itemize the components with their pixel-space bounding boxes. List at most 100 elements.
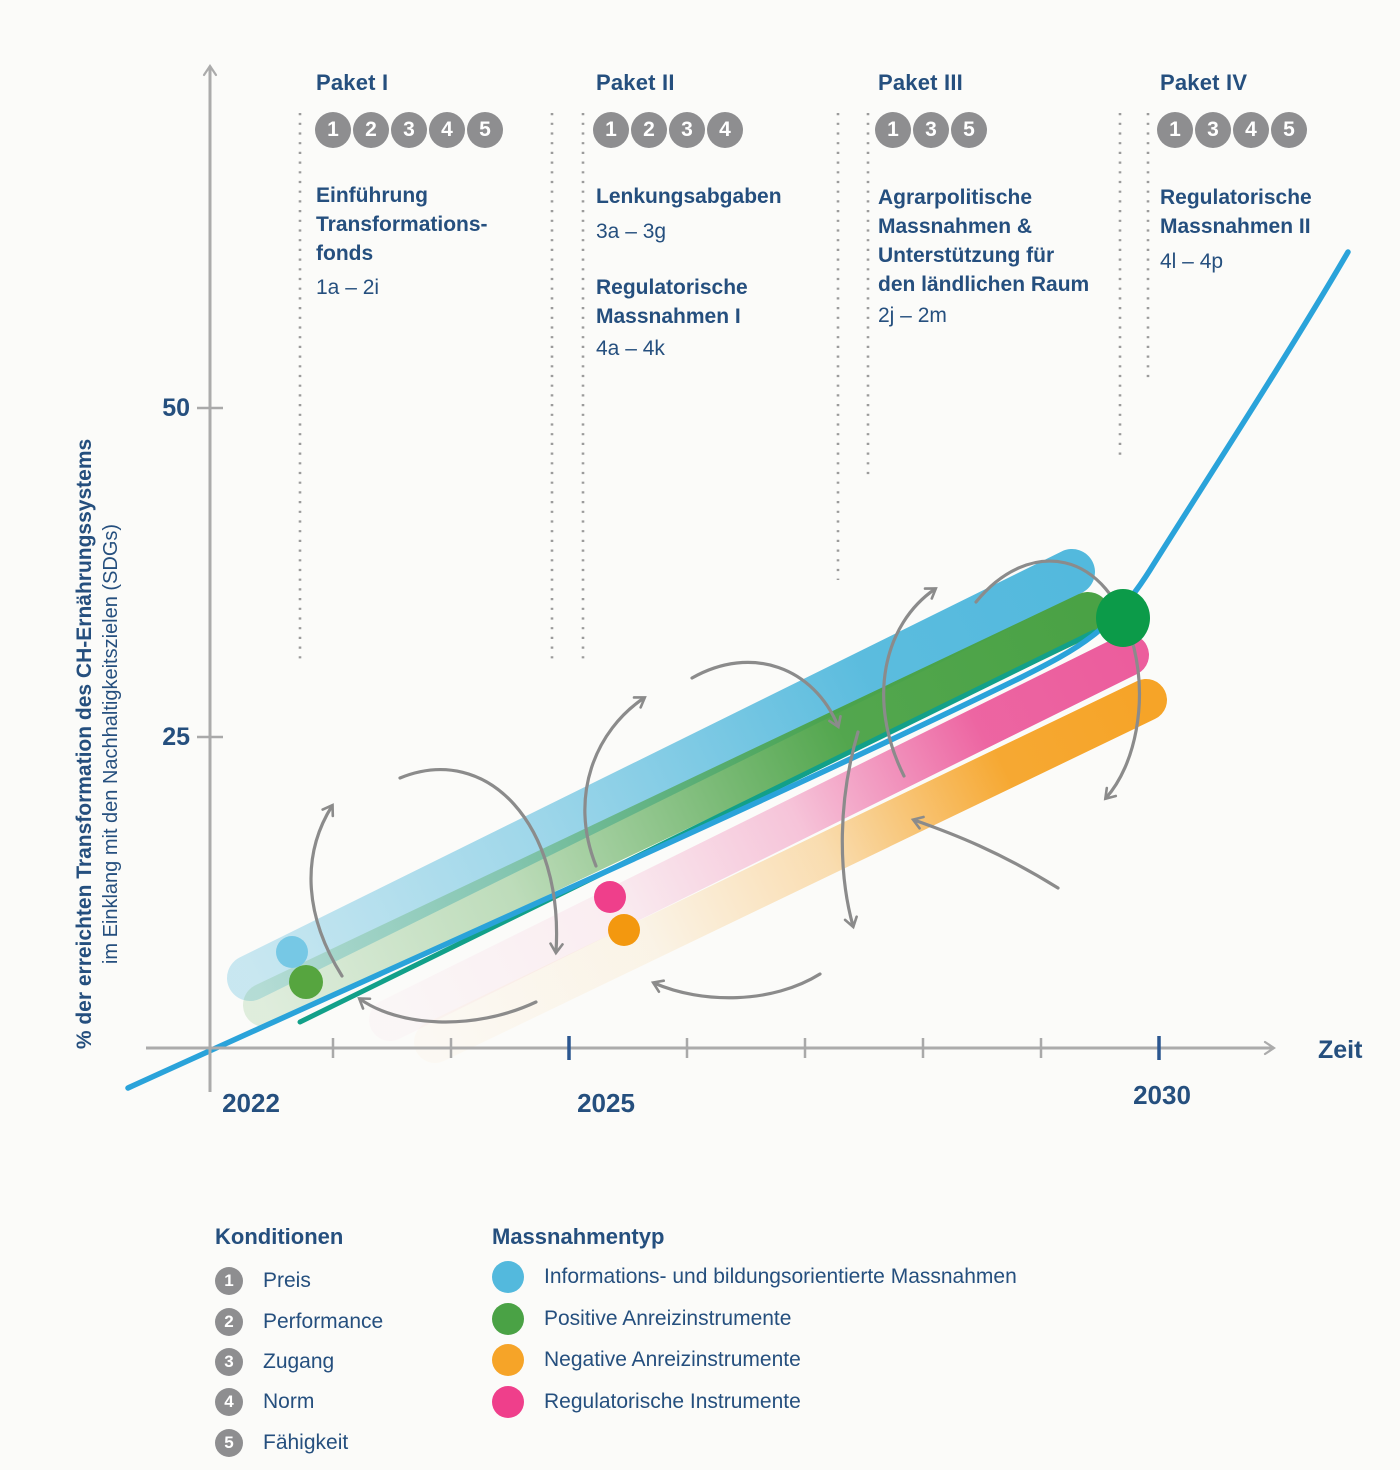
condition-badge: 1 xyxy=(1157,112,1193,148)
paket4-title: Regulatorische Massnahmen II xyxy=(1160,183,1390,241)
condition-badge: 2 xyxy=(353,112,389,148)
paket1-conditions: 1 2 3 4 5 xyxy=(315,112,503,148)
band-information-measures xyxy=(227,549,1095,1001)
pink-dot-icon xyxy=(492,1386,524,1418)
paket2-title2-line: Regulatorische xyxy=(596,276,748,299)
condition-badge: 1 xyxy=(875,112,911,148)
condition-badge: 1 xyxy=(315,112,351,148)
legend-massnahme-item: Positive Anreizinstrumente xyxy=(492,1303,791,1335)
chart-canvas xyxy=(125,64,1351,1092)
paket3-header: Paket III xyxy=(878,70,963,95)
paket4-conditions: 1 3 4 5 xyxy=(1157,112,1307,148)
legend-kondition-label: Norm xyxy=(263,1390,315,1413)
condition-badge: 5 xyxy=(467,112,503,148)
paket2-conditions: 1 2 3 4 xyxy=(593,112,743,148)
x-tick-label-2025: 2025 xyxy=(577,1088,635,1118)
milestone-dot-cyan xyxy=(276,936,308,968)
paket3-title-line: Unterstützung für xyxy=(878,244,1055,267)
condition-badge: 3 xyxy=(913,112,949,148)
milestone-dot-pink xyxy=(594,881,626,913)
cycle-arrow-icon xyxy=(309,803,344,978)
legend-massnahmentyp-title: Massnahmentyp xyxy=(492,1224,665,1249)
paket3-title-line: Agrarpolitische xyxy=(878,186,1033,209)
cycle-arrow-icon xyxy=(882,587,938,778)
legend-kondition-label: Zugang xyxy=(263,1350,335,1373)
y-axis-label: % der erreichten Transformation des CH-E… xyxy=(71,394,129,1094)
paket1-title-line: fonds xyxy=(316,242,374,265)
condition-badge: 4 xyxy=(215,1388,243,1416)
condition-badge: 4 xyxy=(707,112,743,148)
transformation-curve xyxy=(125,249,1351,1091)
band-positive-incentives xyxy=(243,592,1110,1027)
condition-badge: 5 xyxy=(951,112,987,148)
legend-kondition-label: Preis xyxy=(263,1269,311,1292)
paket2-header: Paket II xyxy=(596,70,675,95)
cyan-dot-icon xyxy=(492,1261,524,1293)
condition-badge: 3 xyxy=(669,112,705,148)
x-axis-label: Zeit xyxy=(1318,1036,1363,1064)
legend-kondition-item: 5 Fähigkeit xyxy=(215,1429,348,1457)
condition-badge: 3 xyxy=(1195,112,1231,148)
legend-massnahme-item: Informations- und bildungsorientierte Ma… xyxy=(492,1261,1017,1293)
condition-badge: 4 xyxy=(429,112,465,148)
condition-badge: 3 xyxy=(391,112,427,148)
y-axis-label-line1: % der erreichten Transformation des CH-E… xyxy=(73,438,96,1050)
paket2-range2: 4a – 4k xyxy=(596,337,665,360)
axes xyxy=(146,64,1276,1092)
paket4-title-line: Massnahmen II xyxy=(1160,215,1311,238)
cycle-arrows xyxy=(309,559,1141,1024)
x-tick-label-2022: 2022 xyxy=(222,1088,280,1118)
paket3-title: Agrarpolitische Massnahmen & Unterstützu… xyxy=(878,183,1118,299)
paket4-title-line: Regulatorische xyxy=(1160,186,1312,209)
cycle-arrow-icon xyxy=(398,768,564,956)
legend-kondition-item: 4 Norm xyxy=(215,1388,314,1416)
paket4-range: 4l – 4p xyxy=(1160,250,1224,273)
legend-kondition-item: 1 Preis xyxy=(215,1267,311,1295)
package-dotted-lines xyxy=(298,113,1150,660)
legend-massnahme-label: Informations- und bildungsorientierte Ma… xyxy=(544,1265,1017,1288)
milestone-dot-green xyxy=(289,965,323,999)
condition-badge: 3 xyxy=(215,1348,243,1376)
paket3-title-line: den ländlichen Raum xyxy=(878,273,1090,296)
band-regulatory-instruments xyxy=(369,634,1149,1041)
legend-kondition-item: 2 Performance xyxy=(215,1308,383,1336)
legend-massnahme-item: Regulatorische Instrumente xyxy=(492,1386,801,1418)
measure-bands xyxy=(227,549,1167,1063)
paket1-range: 1a – 2i xyxy=(316,276,380,299)
cycle-arrow-icon xyxy=(583,696,647,868)
paket3-conditions: 1 3 5 xyxy=(875,112,987,148)
legend-massnahme-label: Positive Anreizinstrumente xyxy=(544,1307,792,1330)
paket2-title-line: Lenkungsabgaben xyxy=(596,185,782,208)
paket2-title2-line: Massnahmen I xyxy=(596,305,741,328)
paket1-title-line: Einführung xyxy=(316,184,428,207)
y-tick-label-25: 25 xyxy=(162,723,190,751)
y-tick-label-50: 50 xyxy=(162,394,190,422)
y-axis-label-line2: im Einklang mit den Nachhaltigkeitsziele… xyxy=(100,523,122,965)
cycle-arrow-icon xyxy=(690,660,842,730)
green-dot-icon xyxy=(492,1303,524,1335)
paket2-title: Lenkungsabgaben xyxy=(596,182,826,211)
milestone-dot-green-big xyxy=(1096,589,1150,647)
milestone-dots xyxy=(276,589,1150,999)
paket4-header: Paket IV xyxy=(1160,70,1248,95)
condition-badge: 5 xyxy=(215,1429,243,1457)
cycle-arrow-icon xyxy=(840,730,860,930)
paket1-title: Einführung Transformations- fonds xyxy=(316,181,536,268)
condition-badge: 4 xyxy=(1233,112,1269,148)
legend-konditionen-title: Konditionen xyxy=(215,1224,344,1249)
cycle-arrow-icon xyxy=(910,815,1060,890)
legend-massnahme-label: Negative Anreizinstrumente xyxy=(544,1348,801,1371)
condition-badge: 1 xyxy=(215,1267,243,1295)
paket3-range: 2j – 2m xyxy=(878,304,947,327)
condition-badge: 2 xyxy=(631,112,667,148)
condition-badge: 5 xyxy=(1271,112,1307,148)
condition-badge: 1 xyxy=(593,112,629,148)
paket2-title2: Regulatorische Massnahmen I xyxy=(596,273,826,331)
milestone-dot-orange xyxy=(608,914,640,946)
paket1-title-line: Transformations- xyxy=(316,213,488,236)
paket2-range: 3a – 3g xyxy=(596,220,667,243)
band-teal-edge-line xyxy=(297,629,1097,1025)
cycle-arrow-icon xyxy=(357,997,538,1024)
legend-massnahme-label: Regulatorische Instrumente xyxy=(544,1390,801,1413)
